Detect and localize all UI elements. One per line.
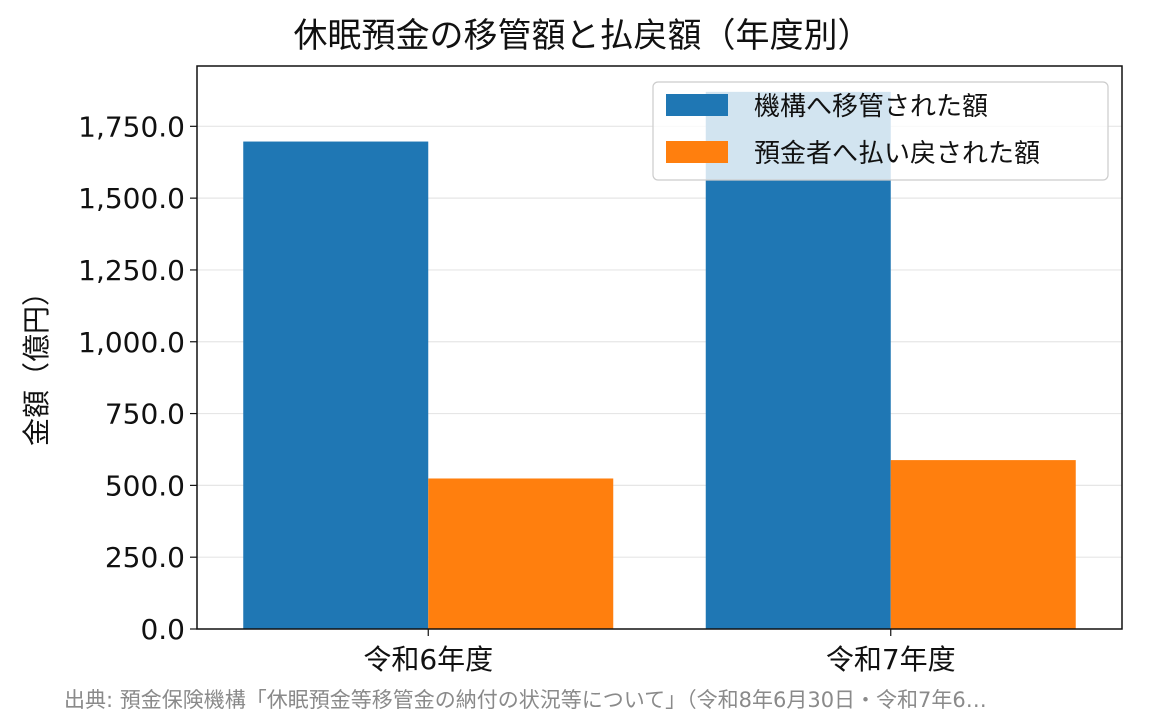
bar (890, 460, 1076, 629)
bar (705, 91, 891, 629)
axis-ticks: 0.0 250.0 500.0 750.0 1,000.0 1,250.0 1,500.0 1… (78, 110, 956, 676)
chart-title: 休眠預金の移管額と払戻額（年度別） (293, 16, 872, 56)
y-axis-label: 金額（億円） (20, 278, 53, 446)
y-tick-label: 750.0 (105, 398, 185, 431)
y-tick-label: 250.0 (105, 541, 185, 574)
legend-swatch (666, 141, 728, 163)
y-tick-label: 0.0 (140, 613, 185, 646)
bar (243, 141, 429, 629)
source-note: 出典: 預金保険機構「休眠預金等移管金の納付の状況等について」（令和8年6月30… (64, 688, 987, 712)
plot-frame (196, 65, 1123, 630)
y-tick-label: 1,500.0 (78, 182, 185, 215)
y-tick-label: 500.0 (105, 469, 185, 502)
legend-box (652, 81, 1109, 181)
legend-label: 預金者へ払い戻された額 (754, 139, 1040, 169)
x-tick-label: 令和7年度 (826, 643, 956, 676)
bars (243, 91, 1076, 629)
legend-label: 機構へ移管された額 (754, 92, 988, 122)
y-tick-label: 1,000.0 (78, 326, 185, 359)
legend-swatch (666, 94, 728, 116)
bar (428, 478, 614, 629)
y-tick-label: 1,750.0 (78, 110, 185, 143)
y-tick-label: 1,250.0 (78, 254, 185, 287)
x-tick-label: 令和6年度 (363, 643, 493, 676)
